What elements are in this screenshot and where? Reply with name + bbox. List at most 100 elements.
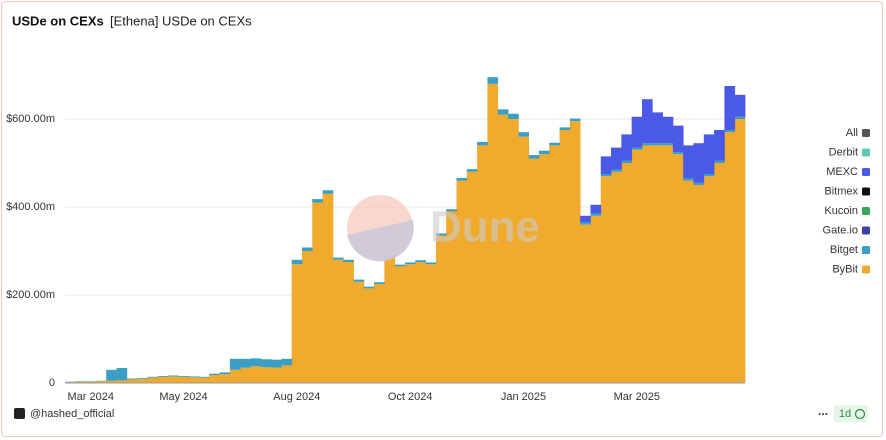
bar-segment bbox=[508, 119, 519, 383]
bar-segment bbox=[580, 222, 591, 225]
x-tick-label: Oct 2024 bbox=[388, 391, 433, 403]
footer-author[interactable]: @hashed_official bbox=[30, 408, 114, 420]
bar-segment bbox=[312, 202, 323, 383]
bar-segment bbox=[405, 262, 416, 265]
bar-segment bbox=[415, 262, 427, 383]
bar-segment bbox=[559, 127, 571, 130]
bar-segment bbox=[549, 145, 560, 383]
bar-segment bbox=[240, 358, 251, 368]
legend-label[interactable]: Bitget bbox=[830, 244, 858, 256]
bar-segment bbox=[662, 145, 674, 383]
bar-segment bbox=[714, 130, 725, 161]
bar-segment bbox=[116, 380, 128, 383]
bar-segment bbox=[487, 77, 499, 84]
legend-label[interactable]: Bitmex bbox=[824, 185, 858, 197]
bar-segment bbox=[621, 160, 633, 163]
bar-segment bbox=[106, 380, 117, 383]
bar-segment bbox=[435, 233, 447, 236]
bar-segment bbox=[631, 147, 643, 150]
bar-segment bbox=[611, 171, 622, 383]
y-tick-label: $400.00m bbox=[6, 201, 55, 213]
watermark: Dune bbox=[430, 203, 540, 252]
bar-segment bbox=[456, 180, 468, 383]
bar-segment bbox=[600, 176, 612, 383]
legend-label[interactable]: MEXC bbox=[826, 166, 858, 178]
bar-segment bbox=[508, 113, 519, 119]
x-tick-label: May 2024 bbox=[159, 391, 207, 403]
bar-segment bbox=[281, 365, 293, 383]
bar-segment bbox=[641, 99, 653, 144]
bar-segment bbox=[363, 286, 375, 289]
bar-segment bbox=[374, 282, 385, 284]
bar-segment bbox=[322, 190, 334, 194]
y-tick-label: 0 bbox=[49, 377, 55, 389]
bar-segment bbox=[95, 381, 107, 383]
bar-segment bbox=[332, 259, 344, 383]
bar-segment bbox=[724, 130, 736, 133]
menu-button[interactable]: ... bbox=[818, 404, 828, 418]
legend-swatch bbox=[862, 207, 870, 215]
bar-segment bbox=[528, 155, 540, 159]
bar-segment bbox=[446, 209, 457, 212]
bar-segment bbox=[301, 247, 313, 251]
bar-segment bbox=[281, 358, 293, 366]
bar-segment bbox=[168, 376, 179, 383]
bar-segment bbox=[178, 375, 190, 377]
footer-icon bbox=[14, 408, 25, 419]
bar-segment bbox=[703, 176, 715, 383]
bar-segment bbox=[672, 154, 684, 383]
bar-segment bbox=[374, 284, 385, 383]
bar-segment bbox=[85, 381, 97, 383]
bar-segment bbox=[353, 281, 365, 383]
bar-segment bbox=[394, 264, 406, 267]
bar-segment bbox=[569, 121, 581, 383]
bar-segment bbox=[549, 142, 560, 146]
bar-segment bbox=[209, 375, 220, 383]
legend-label[interactable]: ByBit bbox=[832, 263, 858, 275]
bar-segment bbox=[260, 359, 272, 368]
bar-segment bbox=[662, 116, 674, 144]
bar-segment bbox=[466, 171, 478, 383]
legend-label[interactable]: Kucoin bbox=[824, 205, 858, 217]
bar-segment bbox=[590, 204, 602, 214]
bar-segment bbox=[271, 367, 282, 383]
bar-segment bbox=[301, 251, 313, 383]
bar-segment bbox=[611, 169, 622, 172]
bar-segment bbox=[271, 359, 282, 368]
bar-segment bbox=[559, 130, 571, 383]
bar-segment bbox=[75, 381, 87, 383]
bar-segment bbox=[662, 143, 674, 146]
bar-segment bbox=[137, 379, 148, 383]
bar-segment bbox=[569, 118, 581, 122]
bar-segment bbox=[641, 143, 653, 146]
bar-segment bbox=[147, 377, 159, 383]
bar-segment bbox=[487, 83, 499, 384]
bar-segment bbox=[497, 109, 509, 115]
bar-segment bbox=[126, 378, 138, 380]
bar-segment bbox=[538, 150, 550, 155]
bar-segment bbox=[198, 376, 210, 378]
legend-label[interactable]: Derbit bbox=[829, 146, 858, 158]
bar-segment bbox=[631, 116, 643, 148]
bar-segment bbox=[518, 136, 530, 383]
bar-segment bbox=[580, 224, 591, 383]
y-tick-label: $600.00m bbox=[6, 113, 55, 125]
bar-segment bbox=[621, 134, 633, 161]
bar-segment bbox=[693, 185, 705, 383]
interval-label: 1d bbox=[839, 408, 851, 420]
legend-label[interactable]: All bbox=[846, 127, 858, 139]
bar-segment bbox=[343, 259, 354, 262]
bar-segment bbox=[188, 376, 200, 378]
bar-segment bbox=[714, 160, 725, 163]
x-tick-label: Mar 2024 bbox=[68, 391, 114, 403]
bar-segment bbox=[672, 125, 684, 152]
bar-segment bbox=[425, 264, 437, 383]
bar-segment bbox=[332, 257, 344, 260]
legend-label[interactable]: Gate.io bbox=[823, 224, 858, 236]
bar-segment bbox=[477, 141, 488, 146]
y-tick-label: $200.00m bbox=[6, 289, 55, 301]
bar-segment bbox=[497, 114, 509, 383]
bar-segment bbox=[260, 367, 272, 383]
